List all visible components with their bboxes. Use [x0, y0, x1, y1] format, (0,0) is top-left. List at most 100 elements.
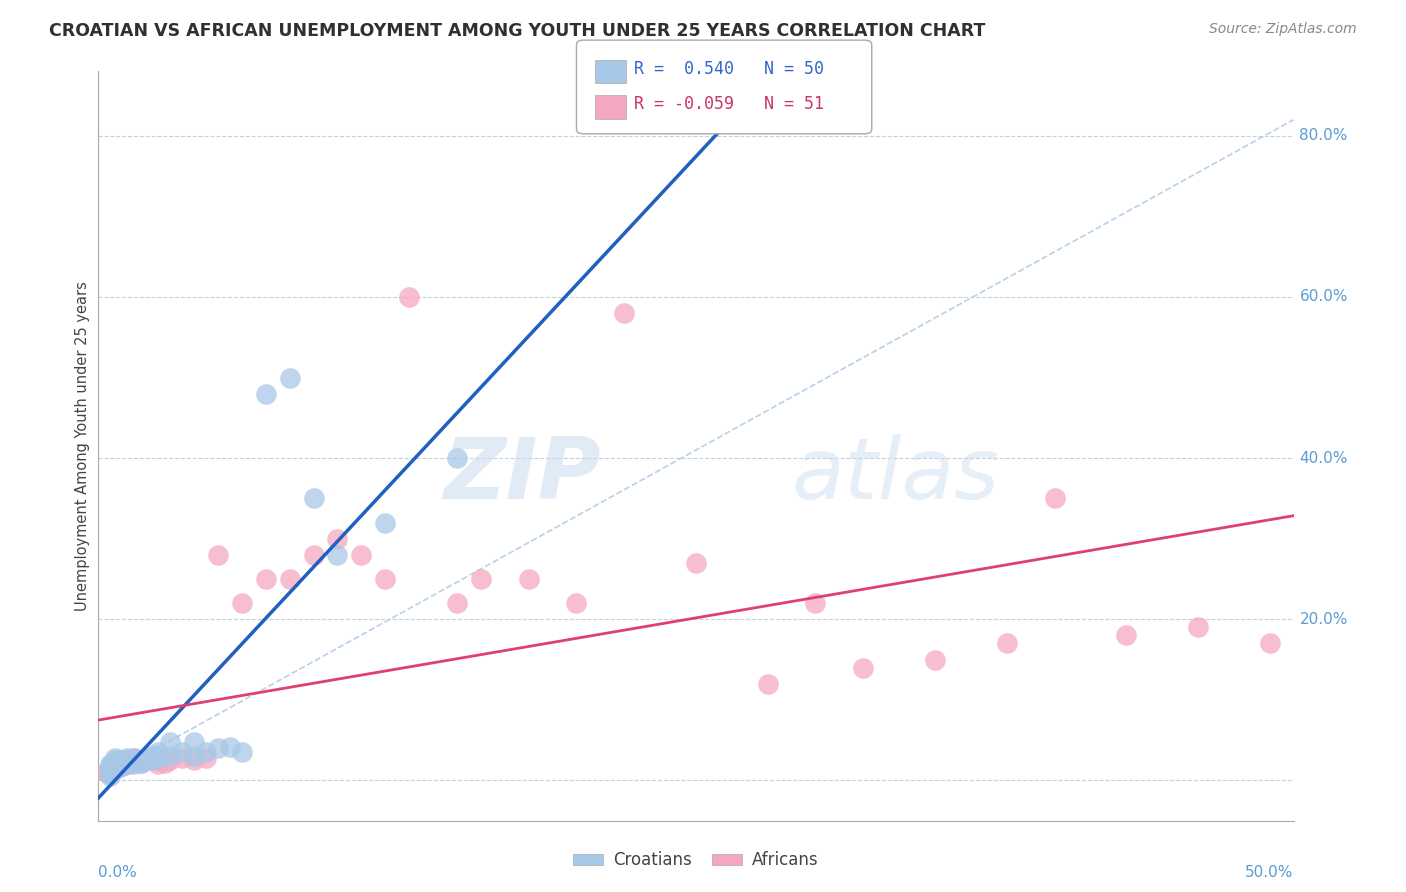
Point — [124, 753, 146, 767]
Point — [172, 751, 194, 765]
Point — [302, 548, 325, 562]
Point — [107, 759, 129, 773]
Point — [118, 757, 141, 772]
Point — [1043, 491, 1066, 506]
Point — [159, 734, 181, 748]
Point — [139, 753, 162, 767]
Point — [111, 753, 134, 767]
Point — [135, 751, 157, 765]
Point — [98, 757, 122, 772]
Point — [104, 761, 127, 775]
Point — [135, 751, 157, 765]
Point — [159, 753, 181, 767]
Point — [131, 753, 153, 767]
Point — [124, 753, 146, 767]
Point — [804, 596, 827, 610]
Point — [159, 749, 181, 764]
Point — [565, 596, 588, 610]
Point — [183, 734, 205, 748]
Point — [254, 572, 277, 586]
Point — [219, 739, 242, 754]
Point — [470, 572, 492, 586]
Text: CROATIAN VS AFRICAN UNEMPLOYMENT AMONG YOUTH UNDER 25 YEARS CORRELATION CHART: CROATIAN VS AFRICAN UNEMPLOYMENT AMONG Y… — [49, 22, 986, 40]
Point — [852, 660, 875, 674]
Text: 40.0%: 40.0% — [1299, 450, 1348, 466]
Point — [124, 751, 146, 765]
Point — [98, 764, 122, 778]
Point — [111, 756, 134, 770]
Point — [374, 572, 396, 586]
Point — [111, 756, 134, 770]
Point — [111, 759, 134, 773]
Legend: Croatians, Africans: Croatians, Africans — [567, 845, 825, 876]
Point — [231, 596, 253, 610]
Point — [1187, 620, 1209, 634]
Point — [148, 747, 170, 762]
Point — [183, 749, 205, 764]
Point — [326, 532, 349, 546]
Text: 0.0%: 0.0% — [98, 865, 138, 880]
Point — [995, 636, 1018, 650]
Point — [104, 753, 127, 767]
Point — [350, 548, 373, 562]
Point — [148, 751, 170, 765]
Point — [685, 556, 707, 570]
Point — [924, 652, 946, 666]
Point — [1258, 636, 1281, 650]
Point — [135, 753, 157, 767]
Point — [118, 756, 141, 770]
Point — [207, 548, 229, 562]
Point — [104, 751, 127, 765]
Point — [98, 767, 122, 781]
Point — [98, 761, 122, 775]
Point — [398, 290, 420, 304]
Text: Source: ZipAtlas.com: Source: ZipAtlas.com — [1209, 22, 1357, 37]
Text: 80.0%: 80.0% — [1299, 128, 1348, 144]
Point — [115, 753, 138, 767]
Point — [155, 756, 177, 770]
Point — [183, 753, 205, 767]
Point — [115, 751, 138, 765]
Point — [98, 759, 122, 773]
Point — [94, 765, 117, 780]
Point — [148, 753, 170, 767]
Point — [756, 676, 779, 690]
Point — [302, 491, 325, 506]
Point — [131, 756, 153, 770]
Text: ZIP: ZIP — [443, 434, 600, 517]
Text: atlas: atlas — [792, 434, 1000, 517]
Point — [231, 745, 253, 759]
Point — [278, 370, 301, 384]
Y-axis label: Unemployment Among Youth under 25 years: Unemployment Among Youth under 25 years — [75, 281, 90, 611]
Point — [101, 756, 124, 770]
Point — [124, 751, 146, 765]
Point — [115, 757, 138, 772]
Point — [107, 756, 129, 770]
Point — [148, 757, 170, 772]
Point — [195, 745, 218, 759]
Point — [517, 572, 540, 586]
Point — [446, 596, 468, 610]
Point — [108, 757, 131, 772]
Text: R = -0.059   N = 51: R = -0.059 N = 51 — [634, 95, 824, 113]
Point — [195, 751, 218, 765]
Point — [101, 759, 124, 773]
Point — [139, 753, 162, 767]
Point — [111, 757, 134, 772]
Point — [108, 757, 131, 772]
Point — [613, 306, 636, 320]
Text: 50.0%: 50.0% — [1246, 865, 1294, 880]
Point — [98, 769, 122, 783]
Point — [1115, 628, 1137, 642]
Point — [135, 753, 157, 767]
Point — [104, 756, 127, 770]
Point — [98, 765, 122, 780]
Point — [107, 761, 129, 775]
Point — [131, 756, 153, 770]
Point — [148, 745, 170, 759]
Text: 20.0%: 20.0% — [1299, 612, 1348, 627]
Point — [139, 749, 162, 764]
Point — [278, 572, 301, 586]
Point — [446, 451, 468, 466]
Text: R =  0.540   N = 50: R = 0.540 N = 50 — [634, 60, 824, 78]
